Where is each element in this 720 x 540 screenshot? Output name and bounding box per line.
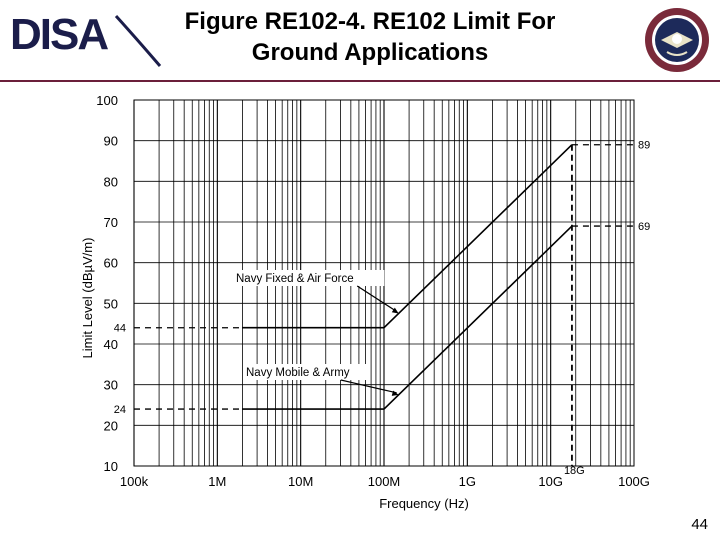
series-label-bg [233, 270, 385, 286]
title-line-1: Figure RE102-4. RE102 Limit For [184, 8, 556, 35]
title-line-2: Ground Applications [251, 39, 489, 66]
disa-logo-swoosh-icon [114, 14, 162, 67]
series-label-bg [243, 364, 368, 380]
x-tick-label: 100k [120, 474, 149, 489]
series-line [242, 144, 573, 329]
y-tick-label: 40 [104, 337, 118, 352]
header-rule [0, 80, 720, 82]
series-label-arrow [340, 379, 397, 394]
disa-logo: DISA [10, 10, 109, 59]
y-tick-label: 70 [104, 215, 118, 230]
y-tick-label: 60 [104, 256, 118, 271]
y-tick-label: 30 [104, 378, 118, 393]
arrowhead-icon [391, 390, 399, 396]
value-annotation: 89 [638, 140, 650, 152]
series-label: Navy Fixed & Air Force [236, 273, 354, 285]
x-axis-label: Frequency (Hz) [379, 496, 469, 511]
y-tick-label: 100 [96, 93, 118, 108]
x-tick-label: 10G [538, 474, 563, 489]
value-annotation: 24 [114, 404, 126, 416]
x-tick-label: 1M [208, 474, 226, 489]
value-annotation: 18G [564, 465, 585, 477]
slide-title: Figure RE102-4. RE102 Limit For Ground A… [150, 6, 590, 68]
y-tick-label: 80 [104, 174, 118, 189]
y-tick-label: 90 [104, 134, 118, 149]
dod-seal-icon [645, 8, 709, 72]
series-line [242, 225, 573, 410]
y-tick-label: 20 [104, 418, 118, 433]
x-tick-label: 1G [459, 474, 476, 489]
x-tick-label: 10M [288, 474, 313, 489]
x-tick-label: 100G [618, 474, 650, 489]
arrowhead-icon [391, 307, 399, 314]
series-label-arrow [356, 285, 397, 313]
slide-number: 44 [691, 516, 708, 533]
x-tick-label: 100M [368, 474, 401, 489]
value-annotation: 69 [638, 221, 650, 233]
value-annotation: 44 [114, 323, 126, 335]
series-label: Navy Mobile & Army [246, 367, 350, 379]
y-tick-label: 50 [104, 296, 118, 311]
y-axis-label: Limit Level (dBµV/m) [80, 238, 95, 359]
slide-header: DISA Figure RE102-4. RE102 Limit For Gro… [0, 0, 720, 80]
y-tick-label: 10 [104, 459, 118, 474]
